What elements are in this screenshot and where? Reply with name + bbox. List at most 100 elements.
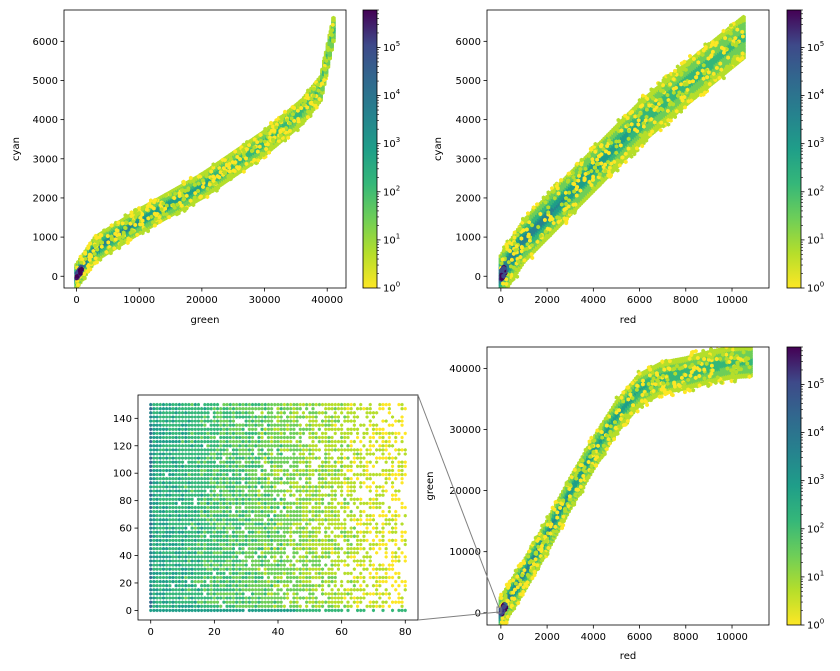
- hexbin-cell-sparse: [241, 147, 246, 153]
- hexbin-cell-sparse: [113, 231, 118, 236]
- hexbin-cell-sparse: [313, 99, 317, 105]
- hexbin-cell-sparse: [689, 92, 694, 97]
- hexbin-cell-sparse: [188, 175, 193, 181]
- hexbin-cell-sparse: [153, 197, 157, 203]
- hexbin-cell-sparse: [105, 233, 110, 239]
- hexbin-cell-sparse: [308, 100, 313, 106]
- y-tick-label: 0: [52, 272, 58, 283]
- hexbin-cell-sparse: [203, 169, 208, 175]
- colorbar-tick-exponent: 2: [396, 184, 400, 192]
- hexbin-cell-sparse: [193, 182, 197, 188]
- hexbin-cell-sparse: [306, 88, 310, 93]
- y-tick-label: 6000: [33, 37, 58, 48]
- hexbin-cell-sparse: [577, 170, 582, 175]
- hexbin-cell-sparse: [299, 105, 304, 111]
- hexbin-cell-sparse: [289, 116, 294, 121]
- hexbin-cell-sparse: [215, 174, 220, 179]
- hexbin-cell-sparse: [314, 105, 319, 110]
- hexbin-cell-sparse: [131, 229, 135, 234]
- hexbin-cell-sparse: [740, 29, 745, 35]
- hexbin-cell-sparse: [233, 149, 238, 154]
- hexbin-cell-sparse: [274, 142, 279, 147]
- hexbin-marks-1: [498, 14, 746, 288]
- hexbin-cell-sparse: [306, 115, 310, 120]
- hexbin-cell-sparse: [626, 146, 631, 151]
- hexbin-cell-sparse: [306, 109, 310, 114]
- panel-red-cyan: 0 2000 4000 6000 8000 10000010002000300040005…: [433, 9, 825, 326]
- hexbin-cell-sparse: [179, 203, 184, 208]
- hexbin-cell-sparse: [93, 261, 97, 266]
- hexbin-cell-sparse: [167, 215, 171, 220]
- hexbin-cell-sparse: [112, 246, 117, 251]
- hexbin-cell-sparse: [154, 211, 158, 217]
- hexbin-cell-sparse: [129, 213, 134, 219]
- hexbin-cell-sparse: [123, 213, 128, 218]
- hexbin-cell-sparse: [235, 154, 240, 160]
- hexbin-cell-sparse: [184, 193, 189, 198]
- hexbin-cell-sparse: [191, 202, 196, 208]
- hexbin-cell-sparse: [522, 258, 527, 263]
- hexbin-cell-sparse: [267, 131, 272, 136]
- hexbin-cell-sparse: [510, 257, 514, 262]
- hexbin-cell-sparse: [158, 218, 163, 224]
- colorbar-tick-label: 104: [383, 88, 401, 102]
- hexbin-cell-sparse: [87, 267, 91, 272]
- hexbin-cell-sparse: [209, 169, 214, 174]
- hexbin-cell-sparse: [516, 259, 521, 264]
- hexbin-cell-sparse: [83, 256, 88, 261]
- hexbin-cell-sparse: [149, 204, 154, 209]
- hexbin-cell-sparse: [270, 128, 274, 133]
- hexbin-cell-sparse: [261, 152, 266, 158]
- hexbin-cell-sparse: [229, 156, 233, 162]
- hexbin-cell-sparse: [726, 55, 730, 60]
- hexbin-cell-sparse: [237, 150, 242, 155]
- hexbin-cell-core: [79, 266, 84, 272]
- hexbin-cell-sparse: [117, 236, 121, 241]
- colorbar-tick-label: 103: [383, 136, 400, 150]
- hexbin-cell-sparse: [305, 105, 310, 110]
- colorbar-tick-label: 100: [383, 281, 400, 295]
- hexbin-cell-sparse: [205, 194, 210, 200]
- hexbin-cell-sparse: [287, 121, 292, 126]
- y-tick-label: 2000: [33, 193, 58, 204]
- hexbin-cell-sparse: [245, 139, 249, 145]
- hexbin-cell-sparse: [133, 214, 138, 220]
- hexbin-cell-sparse: [288, 128, 292, 134]
- hexbin-cell-sparse: [204, 174, 209, 179]
- hexbin-cell-sparse: [233, 160, 238, 165]
- hexbin-cell-sparse: [99, 240, 104, 246]
- hexbin-cell-sparse: [283, 109, 287, 114]
- hexbin-cell-sparse: [120, 221, 125, 226]
- hexbin-cell-sparse: [163, 192, 168, 198]
- x-tick-label: 10000: [123, 295, 155, 306]
- hexbin-cell-sparse: [285, 118, 289, 123]
- hexbin-cell-sparse: [99, 244, 104, 249]
- hexbin-cell-sparse: [80, 257, 85, 262]
- y-tick-label: 1000: [33, 233, 58, 244]
- hexbin-cell-sparse: [264, 131, 269, 136]
- hexbin-cell-sparse: [721, 28, 726, 34]
- hexbin-cell-sparse: [709, 53, 714, 58]
- hexbin-cell-sparse: [266, 142, 270, 147]
- hexbin-cell-sparse: [131, 219, 136, 224]
- hexbin-cell-sparse: [237, 169, 241, 174]
- hexbin-cell-sparse: [587, 179, 592, 185]
- hexbin-cell-sparse: [325, 45, 330, 50]
- hexbin-cell-sparse: [249, 162, 254, 167]
- hexbin-cell-sparse: [181, 179, 186, 184]
- hexbin-cell-sparse: [216, 185, 221, 191]
- hexbin-cell-sparse: [296, 108, 300, 113]
- hexbin-cell-sparse: [76, 282, 80, 288]
- hexbin-cell-sparse: [258, 132, 263, 138]
- hexbin-cell-sparse: [109, 237, 114, 242]
- hexbin-cell-sparse: [563, 190, 568, 195]
- hexbin-cell-sparse: [330, 32, 334, 38]
- hexbin-cell-sparse: [255, 140, 260, 145]
- hexbin-cell-sparse: [300, 117, 305, 123]
- hexbin-cell-sparse: [244, 156, 248, 161]
- hexbin-cell-sparse: [271, 124, 275, 129]
- hexbin-cell-sparse: [546, 205, 551, 210]
- hexbin-cell-sparse: [145, 207, 149, 212]
